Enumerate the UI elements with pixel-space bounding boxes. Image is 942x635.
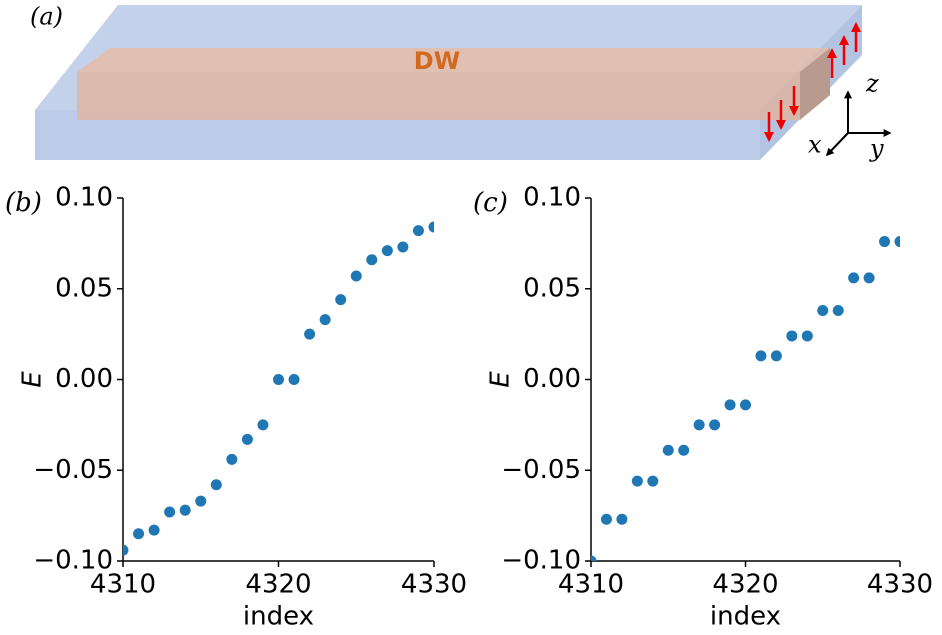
point — [832, 305, 844, 317]
point — [740, 399, 751, 411]
point — [412, 225, 424, 237]
point — [848, 272, 860, 284]
point — [179, 504, 191, 516]
x-tick-label: 4320 — [245, 570, 311, 600]
wall-label: DW — [414, 47, 460, 75]
point — [894, 236, 900, 248]
point — [241, 433, 253, 445]
point — [366, 254, 378, 266]
wall-top — [77, 48, 830, 72]
point — [304, 328, 316, 340]
x-tick-label: 4330 — [401, 570, 467, 600]
y-tick-label: −0.10 — [501, 546, 581, 576]
y-tick-label: −0.10 — [33, 546, 113, 576]
point — [678, 444, 690, 456]
y-tick-label: 0.10 — [523, 183, 581, 213]
slab-diagram: (a) DW z x y — [30, 3, 892, 163]
point — [210, 479, 222, 491]
y-tick-label: 0.00 — [523, 364, 581, 394]
x-axis-label: index — [710, 602, 781, 632]
spin-arrows — [764, 22, 861, 142]
point — [709, 419, 721, 431]
point — [631, 475, 643, 487]
point — [616, 513, 628, 525]
point — [817, 305, 829, 317]
point — [647, 475, 659, 487]
point — [693, 419, 705, 431]
point — [133, 528, 145, 540]
point — [273, 374, 284, 385]
points — [591, 236, 900, 561]
point — [397, 241, 409, 253]
point — [428, 221, 434, 233]
wall-side — [800, 48, 830, 120]
y-tick-label: −0.05 — [33, 455, 113, 485]
y-tick-label: 0.10 — [55, 183, 113, 213]
x-tick-label: 4310 — [558, 570, 624, 600]
y-tick-label: 0.00 — [55, 364, 113, 394]
points — [123, 221, 434, 556]
axis-y: y — [869, 135, 884, 163]
point — [257, 419, 269, 431]
point — [863, 272, 875, 284]
panel-label: (b) — [5, 188, 42, 218]
point — [319, 314, 331, 326]
y-tick-label: −0.05 — [501, 455, 581, 485]
point — [786, 330, 798, 342]
y-axis-label: E — [486, 371, 516, 388]
point — [195, 495, 207, 507]
x-tick-label: 4330 — [867, 570, 933, 600]
point — [381, 245, 393, 257]
point — [335, 294, 347, 306]
point — [288, 374, 300, 385]
point — [591, 555, 597, 561]
x-tick-label: 4310 — [90, 570, 156, 600]
axis-x: x — [808, 131, 822, 159]
x-tick-label: 4320 — [712, 570, 778, 600]
panel-label: (c) — [473, 188, 508, 218]
point — [164, 506, 176, 518]
point — [770, 350, 782, 362]
point — [662, 444, 674, 456]
panel-label: (a) — [30, 3, 63, 31]
point — [123, 544, 129, 556]
point — [879, 236, 891, 248]
point — [600, 513, 612, 525]
axis-z: z — [865, 70, 879, 98]
point — [350, 270, 362, 282]
point — [801, 330, 813, 342]
coord-axes — [825, 90, 892, 157]
y-axis-label: E — [18, 371, 48, 388]
x-axis-label: index — [243, 602, 314, 632]
y-tick-label: 0.05 — [55, 273, 113, 303]
wall-front — [77, 72, 800, 120]
point — [724, 399, 736, 411]
point — [755, 350, 767, 362]
y-tick-label: 0.05 — [523, 273, 581, 303]
point — [226, 453, 238, 465]
point — [148, 524, 160, 536]
